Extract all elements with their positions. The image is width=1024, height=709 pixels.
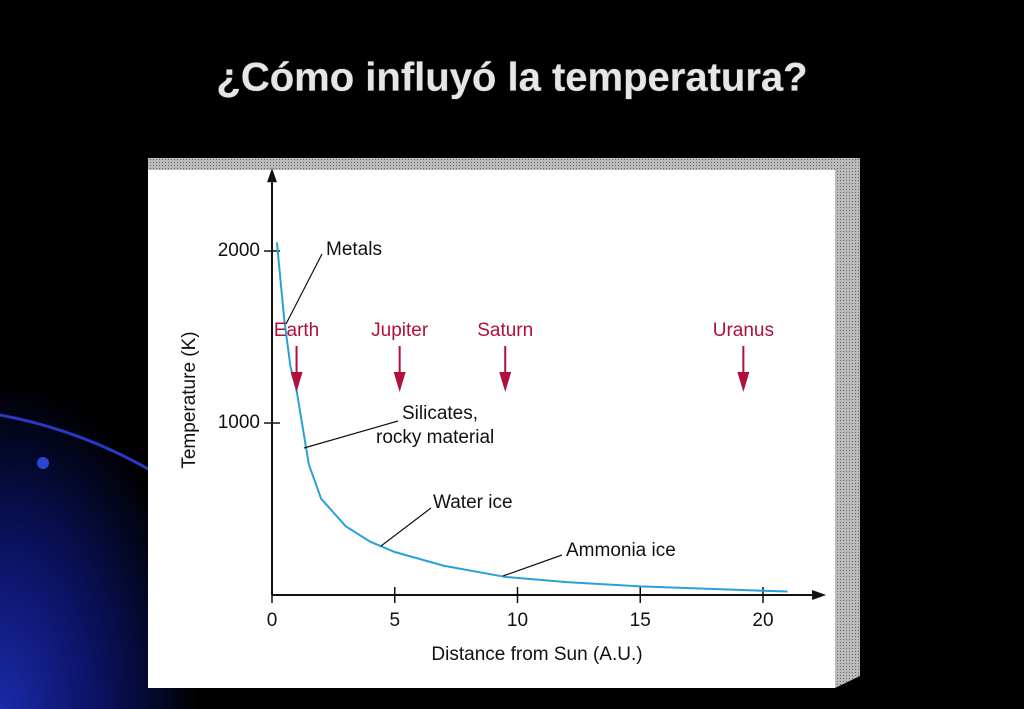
annotation-leader (285, 253, 323, 325)
planet-arrow-head (499, 372, 512, 392)
slide-title: ¿Cómo influyó la temperatura? (216, 56, 807, 100)
swoosh-line (0, 413, 151, 472)
x-tick-label: 0 (267, 610, 278, 631)
x-tick-label: 15 (630, 610, 651, 631)
planet-arrow-head (393, 372, 406, 392)
chart-panel (148, 170, 835, 688)
planet-label: Jupiter (371, 320, 429, 341)
annotation-leader (502, 554, 563, 577)
annotation: Water ice (433, 492, 513, 513)
y-tick-label: 2000 (218, 240, 260, 261)
x-tick-label: 10 (507, 610, 528, 631)
annotation: rocky material (376, 427, 494, 448)
planet-label: Uranus (713, 320, 774, 341)
annotation: Metals (326, 239, 382, 260)
annotation-leader (303, 420, 399, 449)
x-axis-label: Distance from Sun (A.U.) (431, 644, 642, 665)
y-axis-label: Temperature (K) (179, 331, 200, 468)
annotation: Ammonia ice (566, 540, 676, 561)
panel-bevel (835, 158, 860, 688)
planet-arrow-head (737, 372, 750, 392)
planet-label: Saturn (477, 320, 533, 341)
x-tick-label: 20 (752, 610, 773, 631)
annotation-leader (380, 507, 432, 547)
axis-arrow (812, 590, 827, 600)
x-tick-label: 5 (389, 610, 400, 631)
planet-arrow-head (290, 372, 303, 392)
y-tick-label: 1000 (218, 412, 260, 433)
swoosh-dot (37, 457, 49, 469)
panel-bevel (148, 158, 860, 170)
planet-label: Earth (274, 320, 319, 341)
axis-arrow (267, 168, 277, 183)
annotation: Silicates, (402, 403, 478, 424)
